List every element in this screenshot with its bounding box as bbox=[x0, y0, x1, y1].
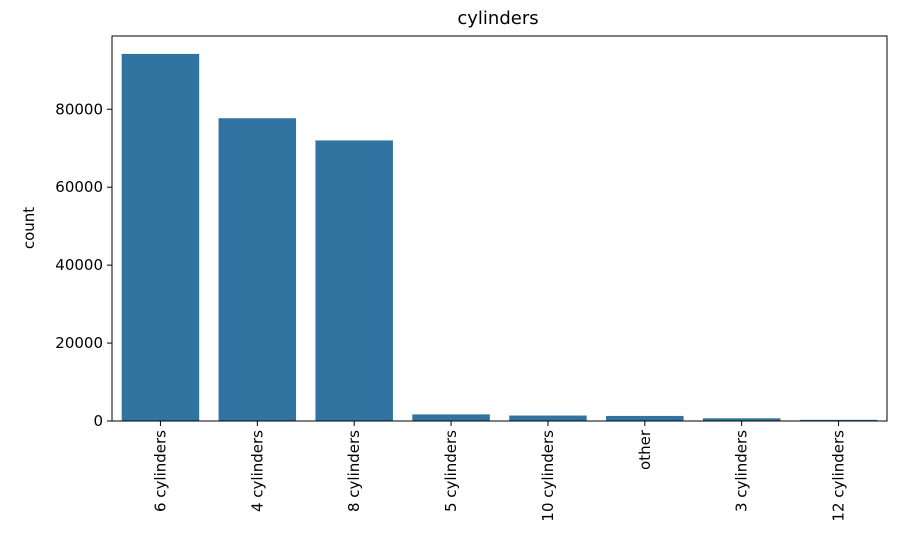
y-tick-label: 60000 bbox=[55, 178, 103, 196]
y-tick-label: 40000 bbox=[55, 256, 103, 274]
x-axis: 6 cylinders 4 cylinders 8 cylinders 5 cylin… bbox=[151, 421, 848, 522]
y-axis-label: count bbox=[20, 207, 38, 249]
bar bbox=[702, 418, 781, 421]
x-tick-label: 4 cylinders bbox=[248, 430, 266, 512]
x-tick-label: 8 cylinders bbox=[345, 430, 363, 512]
bar bbox=[412, 414, 490, 421]
x-tick-label: 12 cylinders bbox=[830, 430, 848, 522]
y-tick-label: 80000 bbox=[55, 100, 103, 118]
y-tick-label: 0 bbox=[93, 412, 103, 430]
bars-group bbox=[121, 53, 878, 422]
x-tick-label: 10 cylinders bbox=[539, 430, 557, 522]
x-tick-label: 3 cylinders bbox=[733, 430, 751, 512]
x-tick-label: other bbox=[636, 429, 654, 470]
bar bbox=[121, 53, 200, 421]
chart-title: cylinders bbox=[457, 8, 538, 29]
bar bbox=[606, 415, 684, 421]
bar bbox=[315, 140, 393, 421]
y-tick-label: 20000 bbox=[55, 334, 103, 352]
plot-frame bbox=[111, 35, 888, 422]
bar bbox=[509, 415, 587, 421]
y-axis: 0 20000 40000 60000 80000 bbox=[55, 100, 112, 430]
bar bbox=[799, 419, 878, 421]
x-tick-label: 5 cylinders bbox=[442, 430, 460, 512]
x-tick-label: 6 cylinders bbox=[151, 430, 169, 512]
bar bbox=[218, 118, 297, 422]
